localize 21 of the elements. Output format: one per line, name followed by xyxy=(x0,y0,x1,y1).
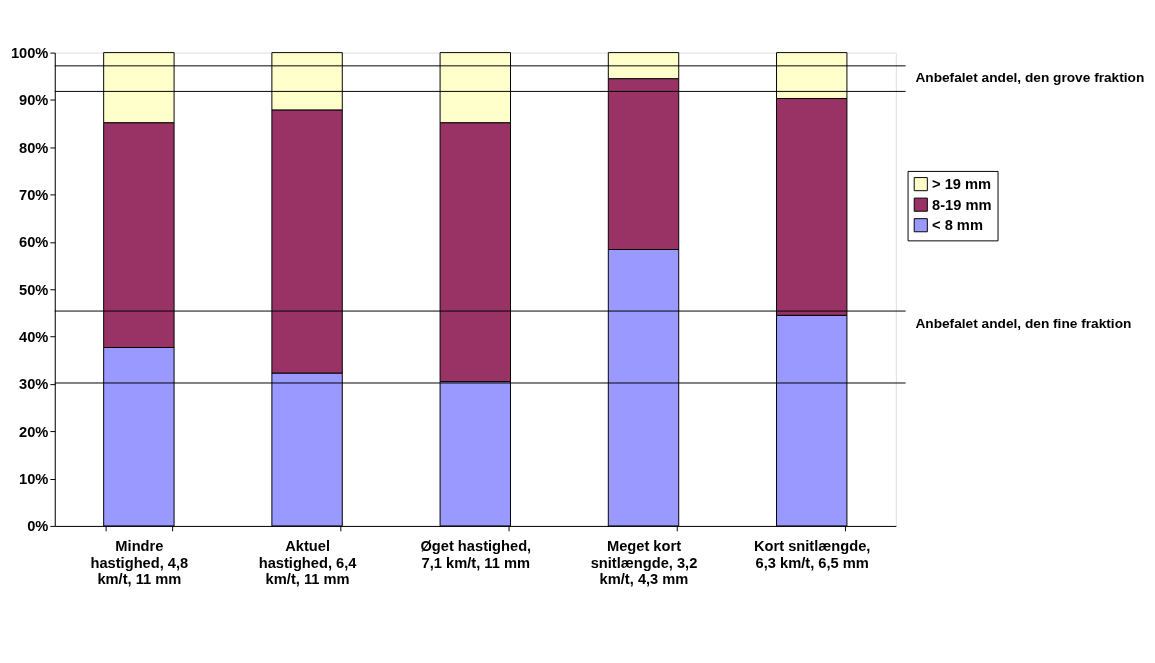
y-tick-label: 0% xyxy=(27,518,49,535)
x-tick-label: Mindre hastighed, 4,8 km/t, 11 mm xyxy=(90,537,189,588)
y-tick-label: 100% xyxy=(10,44,49,61)
x-tick-label: Aktuel hastighed, 6,4 km/t, 11 mm xyxy=(258,537,358,588)
y-tick-label: 50% xyxy=(19,281,49,298)
y-tick-label: 20% xyxy=(19,423,49,440)
x-tick-label: Øget hastighed, 7,1 km/t, 11 mm xyxy=(420,537,532,571)
y-tick-label: 70% xyxy=(19,186,49,203)
y-tick-label: 10% xyxy=(19,470,49,487)
x-tick-label: Meget kort snitlængde, 3,2 km/t, 4,3 mm xyxy=(590,537,698,588)
legend-label: > 19 mm xyxy=(932,176,992,193)
y-tick-label: 40% xyxy=(19,328,49,345)
ref-line-label: Anbefalet andel, den fine fraktion xyxy=(915,315,1132,331)
y-tick-label: 30% xyxy=(19,376,49,393)
y-tick-label: 80% xyxy=(19,139,49,156)
legend-label: < 8 mm xyxy=(932,217,983,234)
ref-line-label: Anbefalet andel, den grove fraktion xyxy=(915,70,1145,86)
x-tick-label: Kort snitlængde, 6,3 km/t, 6,5 mm xyxy=(754,537,871,571)
y-tick-label: 60% xyxy=(19,234,49,251)
legend-label: 8-19 mm xyxy=(932,196,992,213)
y-tick-label: 90% xyxy=(19,92,49,109)
